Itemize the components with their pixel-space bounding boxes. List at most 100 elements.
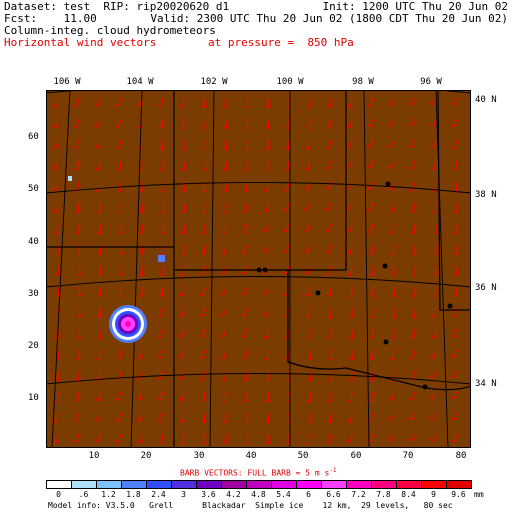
- wind-barb: [389, 357, 394, 361]
- colorbar-label: 9: [431, 490, 436, 499]
- wind-vector: [160, 412, 164, 423]
- wind-vector: [182, 97, 185, 108]
- colorbar-swatch: [321, 480, 347, 489]
- wind-barb: [241, 250, 245, 254]
- wind-vector: [99, 223, 101, 234]
- wind-barb: [303, 228, 308, 232]
- wind-barb: [240, 271, 245, 275]
- wind-barb: [262, 314, 266, 318]
- grid-y-label: 40: [28, 237, 39, 247]
- wind-barb: [199, 313, 203, 317]
- wind-barb: [305, 293, 309, 297]
- wind-barb: [241, 230, 246, 234]
- wind-vector: [267, 412, 270, 423]
- colorbar: [46, 480, 472, 489]
- wind-vector: [225, 118, 228, 129]
- wind-barb: [158, 126, 163, 130]
- wind-vector: [350, 265, 353, 276]
- wind-vector: [204, 181, 207, 192]
- wind-vector: [77, 391, 80, 402]
- wind-barb: [349, 336, 353, 340]
- wind-vector: [432, 433, 437, 442]
- wind-barb: [55, 294, 60, 298]
- wind-barb: [391, 294, 395, 298]
- wind-barb: [388, 187, 392, 191]
- wind-barb: [244, 420, 248, 424]
- wind-barb: [136, 376, 140, 380]
- wind-barb: [179, 105, 183, 109]
- wind-vector: [76, 412, 80, 423]
- wind-barb: [180, 441, 184, 445]
- wind-barb: [199, 377, 204, 381]
- wind-barb: [136, 125, 141, 129]
- wind-vector: [267, 97, 270, 108]
- wind-barb: [73, 104, 78, 108]
- wind-vector: [393, 244, 395, 255]
- wind-vector: [183, 223, 186, 234]
- wind-vector: [306, 202, 311, 211]
- wind-barb: [429, 438, 434, 442]
- wind-barb: [160, 252, 164, 256]
- wind-barb: [369, 273, 373, 277]
- wind-vector: [265, 328, 269, 339]
- wind-vector: [57, 286, 60, 297]
- wind-vector: [224, 391, 227, 402]
- wind-barb: [306, 420, 311, 424]
- city-dot: [385, 181, 391, 187]
- wind-vector: [330, 349, 332, 360]
- wind-barb: [411, 315, 415, 319]
- city-markers: [256, 181, 453, 390]
- colorbar-label: .6: [78, 490, 89, 499]
- fcst-label: Fcst: 11.00: [4, 12, 97, 25]
- wind-vector: [391, 202, 395, 213]
- wind-barb: [201, 441, 206, 445]
- wind-vector: [56, 97, 59, 108]
- lon-label: 98 W: [352, 77, 374, 87]
- wind-barb: [283, 293, 287, 297]
- wind-barb: [160, 210, 165, 214]
- wind-vector: [76, 139, 80, 149]
- init-label: Init: 1200 UTC Thu 20 Jun 02: [322, 0, 508, 13]
- colorbar-label: 4.2: [226, 490, 241, 499]
- wind-barb: [367, 208, 371, 212]
- wind-barb: [219, 313, 224, 317]
- wind-barb: [76, 273, 81, 277]
- wind-barb: [346, 229, 350, 233]
- wind-vector: [411, 391, 416, 400]
- wind-vector: [453, 97, 458, 106]
- wind-barb: [370, 315, 374, 319]
- wind-vector: [55, 433, 59, 444]
- wind-vector: [162, 181, 165, 192]
- wind-barb: [410, 210, 414, 214]
- wind-barb: [348, 294, 352, 298]
- wind-barb: [180, 252, 185, 256]
- colorbar-swatch: [221, 480, 247, 489]
- wind-barb: [408, 417, 412, 421]
- wind-barb: [53, 231, 58, 235]
- wind-vector: [432, 97, 437, 105]
- lat-label: 38 N: [475, 190, 497, 200]
- wind-vector: [160, 328, 164, 338]
- wind-vector: [57, 349, 60, 360]
- wind-vector: [181, 286, 185, 297]
- wind-barb: [327, 420, 331, 424]
- wind-vector: [327, 202, 332, 211]
- wind-vector: [99, 307, 102, 318]
- grid-x-label: 70: [402, 451, 414, 461]
- wind-vector: [160, 349, 164, 359]
- wind-barb: [136, 356, 141, 360]
- wind-barb: [138, 168, 142, 172]
- wind-barb: [199, 355, 203, 359]
- lat-label: 34 N: [475, 379, 497, 389]
- wind-barb: [118, 273, 123, 277]
- wind-barb: [94, 146, 99, 150]
- wind-vector: [456, 265, 458, 276]
- colorbar-label: 2.4: [151, 490, 166, 499]
- wind-vector: [204, 139, 207, 150]
- wind-barb: [160, 231, 165, 235]
- wind-barb: [284, 314, 288, 318]
- city-dot: [422, 384, 428, 390]
- wind-barb: [429, 375, 434, 379]
- wind-barb: [201, 420, 205, 424]
- wind-vector: [453, 328, 458, 338]
